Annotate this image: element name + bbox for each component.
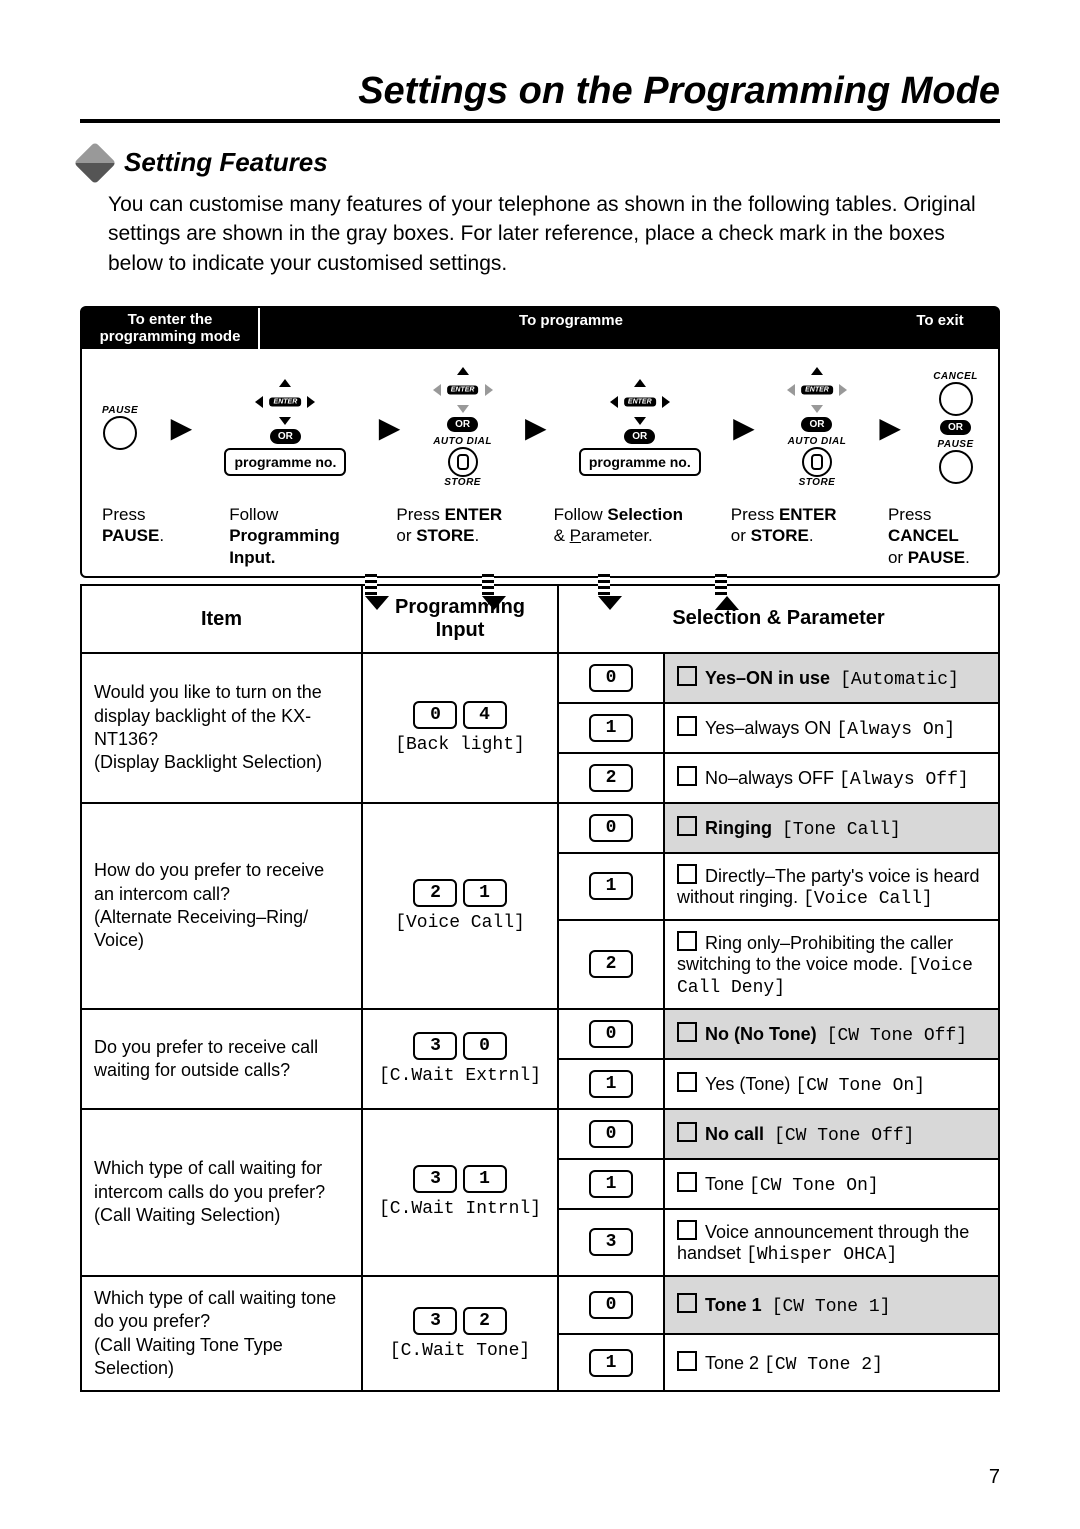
checkbox-icon[interactable] [677,931,697,951]
cancel-button-icon [939,382,973,416]
parameter-cell: Tone 2 [CW Tone 2] [664,1334,999,1392]
parameter-cell: Yes (Tone) [CW Tone On] [664,1059,999,1109]
selection-key-cell: 3 [558,1209,664,1276]
table-row: Would you like to turn on the display ba… [81,653,999,703]
page-title: Settings on the Programming Mode [80,70,1000,123]
intro-text: You can customise many features of your … [108,190,1000,278]
item-cell: Do you prefer to receive call waiting fo… [81,1009,362,1109]
flow-step-4: ENTER OR programme no. [579,379,701,476]
selection-key-cell: 0 [558,803,664,853]
checkbox-icon[interactable] [677,1072,697,1092]
flow-header-enter: To enter theprogramming mode [82,308,260,349]
navpad-icon: ENTER [787,367,847,413]
diamond-icon [74,141,116,183]
flow-step-5: ENTER OR AUTO DIAL STORE [787,367,847,488]
parameter-cell: Voice announcement through the handset [… [664,1209,999,1276]
prog-input-cell: 3 2[C.Wait Tone] [362,1276,558,1392]
parameter-cell: No–always OFF [Always Off] [664,753,999,803]
flow-caption-1: PressPAUSE. [102,504,192,547]
settings-table: Item Programming Input Selection & Param… [80,584,1000,1393]
selection-key-cell: 0 [558,1009,664,1059]
flow-caption-6: PressCANCELor PAUSE. [888,504,978,568]
page-number: 7 [989,1466,1000,1489]
autodial-icon [802,447,832,477]
flow-step-2: ENTER OR programme no. [224,379,346,476]
parameter-cell: Yes–ON in use [Automatic] [664,653,999,703]
checkbox-icon[interactable] [677,666,697,686]
item-cell: How do you prefer to receive an intercom… [81,803,362,1009]
parameter-cell: Tone 1 [CW Tone 1] [664,1276,999,1334]
parameter-cell: Ringing [Tone Call] [664,803,999,853]
item-cell: Which type of call waiting tone do you p… [81,1276,362,1392]
checkbox-icon[interactable] [677,716,697,736]
parameter-cell: Ring only–Prohibiting the caller switchi… [664,920,999,1009]
autodial-icon [448,447,478,477]
prog-input-cell: 3 0[C.Wait Extrnl] [362,1009,558,1109]
flow-step-6: CANCEL OR PAUSE [933,371,978,484]
selection-key-cell: 1 [558,703,664,753]
parameter-cell: Yes–always ON [Always On] [664,703,999,753]
checkbox-icon[interactable] [677,864,697,884]
parameter-cell: No (No Tone) [CW Tone Off] [664,1009,999,1059]
arrow-right-icon: ▶ [379,411,401,444]
flow-caption-3: Press ENTERor STORE. [396,504,516,547]
checkbox-icon[interactable] [677,816,697,836]
checkbox-icon[interactable] [677,1293,697,1313]
selection-key-cell: 1 [558,1334,664,1392]
prog-input-cell: 0 4[Back light] [362,653,558,803]
selection-key-cell: 0 [558,1109,664,1159]
navpad-icon: ENTER [610,379,670,425]
selection-key-cell: 2 [558,753,664,803]
arrow-right-icon: ▶ [525,411,547,444]
selection-key-cell: 1 [558,1159,664,1209]
parameter-cell: Directly–The party's voice is heard with… [664,853,999,920]
checkbox-icon[interactable] [677,1172,697,1192]
programming-flow-box: To enter theprogramming mode To programm… [80,306,1000,578]
selection-key-cell: 2 [558,920,664,1009]
parameter-cell: Tone [CW Tone On] [664,1159,999,1209]
pause-button-icon [103,416,137,450]
checkbox-icon[interactable] [677,1122,697,1142]
checkbox-icon[interactable] [677,1022,697,1042]
flow-header-programme: To programme [260,308,882,349]
section-title: Setting Features [124,147,328,178]
arrow-right-icon: ▶ [733,411,755,444]
parameter-cell: No call [CW Tone Off] [664,1109,999,1159]
flow-step-3: ENTER OR AUTO DIAL STORE [433,367,493,488]
th-sel: Selection & Parameter [558,585,999,653]
checkbox-icon[interactable] [677,1220,697,1240]
checkbox-icon[interactable] [677,766,697,786]
selection-key-cell: 1 [558,1059,664,1109]
flow-caption-5: Press ENTERor STORE. [731,504,851,547]
flow-step-1: PAUSE [102,405,138,450]
th-prog: Programming Input [362,585,558,653]
checkbox-icon[interactable] [677,1351,697,1371]
th-item: Item [81,585,362,653]
selection-key-cell: 1 [558,853,664,920]
navpad-icon: ENTER [255,379,315,425]
navpad-icon: ENTER [433,367,493,413]
table-row: Which type of call waiting tone do you p… [81,1276,999,1334]
flow-caption-4: Follow Selection& Parameter. [554,504,694,547]
table-row: Which type of call waiting for intercom … [81,1109,999,1159]
flow-caption-2: FollowProgrammingInput. [229,504,359,568]
selection-key-cell: 0 [558,653,664,703]
item-cell: Would you like to turn on the display ba… [81,653,362,803]
arrow-right-icon: ▶ [171,411,193,444]
item-cell: Which type of call waiting for intercom … [81,1109,362,1276]
pause-button-icon [939,450,973,484]
prog-input-cell: 2 1[Voice Call] [362,803,558,1009]
arrow-right-icon: ▶ [879,411,901,444]
table-row: Do you prefer to receive call waiting fo… [81,1009,999,1059]
table-row: How do you prefer to receive an intercom… [81,803,999,853]
prog-input-cell: 3 1[C.Wait Intrnl] [362,1109,558,1276]
selection-key-cell: 0 [558,1276,664,1334]
flow-header-exit: To exit [882,308,998,349]
